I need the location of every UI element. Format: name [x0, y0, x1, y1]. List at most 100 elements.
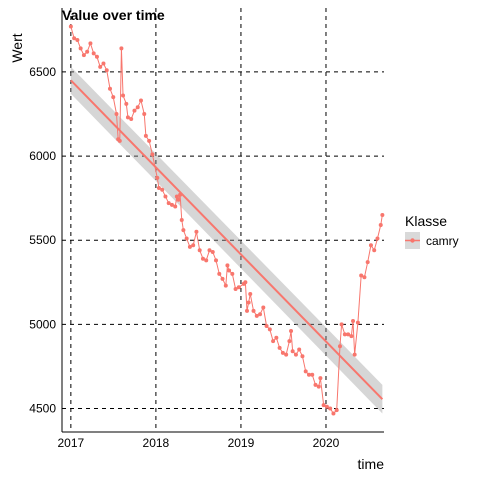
data-point [210, 249, 215, 254]
legend-key-point [410, 238, 415, 243]
data-point [331, 411, 336, 416]
data-point [117, 138, 122, 143]
data-point [334, 408, 339, 413]
legend-label-camry: camry [426, 234, 459, 248]
series-layer [68, 24, 385, 416]
data-point [200, 256, 205, 261]
data-point [176, 197, 181, 202]
y-axis-title: Wert [9, 33, 25, 62]
data-point [274, 335, 279, 340]
data-point [280, 350, 285, 355]
data-point [289, 329, 294, 334]
data-point [174, 194, 179, 199]
data-point [300, 354, 305, 359]
data-point [129, 117, 134, 122]
x-tick-label: 2017 [58, 436, 85, 450]
x-axis-title: time [358, 456, 385, 472]
data-point [147, 138, 152, 143]
data-point [264, 324, 269, 328]
data-point [135, 105, 140, 110]
data-point [163, 194, 168, 199]
y-tick-label: 6000 [29, 149, 56, 163]
data-point [91, 51, 96, 56]
data-point [372, 248, 377, 253]
data-point [378, 223, 383, 228]
data-point [181, 228, 186, 233]
data-point [297, 347, 302, 352]
data-point [339, 322, 344, 327]
data-point [160, 187, 165, 192]
x-tick-label: 2018 [143, 436, 170, 450]
data-point [114, 112, 119, 116]
legend: Klasse camry [405, 213, 459, 249]
data-point [121, 93, 126, 98]
y-tick-label: 4500 [29, 401, 56, 415]
data-point [184, 236, 189, 241]
data-point [204, 258, 209, 263]
data-point [290, 349, 295, 354]
data-point [173, 204, 178, 209]
data-point [254, 313, 259, 318]
data-point [342, 332, 347, 337]
data-point [277, 345, 282, 350]
data-point [258, 312, 263, 317]
legend-title: Klasse [405, 213, 447, 229]
data-point [375, 236, 380, 241]
data-point [236, 285, 241, 290]
data-point [179, 218, 184, 222]
data-point [78, 46, 83, 51]
data-point [88, 41, 93, 46]
y-tick-label: 5000 [29, 317, 56, 331]
data-point [349, 334, 354, 339]
data-point [220, 276, 225, 281]
data-point [124, 101, 129, 106]
data-point [244, 308, 249, 313]
y-tick-labels: 4500 5000 5500 6000 6500 [29, 65, 56, 416]
data-point [328, 406, 333, 411]
data-point [119, 46, 124, 51]
data-point [207, 248, 212, 253]
data-point [321, 403, 326, 408]
data-point [293, 352, 298, 357]
data-point [267, 327, 272, 332]
data-point [75, 37, 80, 42]
trend-line-layer [70, 79, 384, 400]
data-point [81, 53, 86, 58]
data-point [125, 115, 130, 120]
data-point [72, 36, 77, 41]
data-point [306, 372, 311, 377]
x-tick-label: 2020 [313, 436, 340, 450]
data-point [191, 243, 196, 248]
data-point [380, 212, 385, 217]
data-point [223, 283, 228, 288]
data-point [368, 243, 373, 248]
data-point [233, 286, 238, 291]
chart-title: Value over time [62, 7, 165, 23]
gridlines [62, 8, 384, 432]
data-point [94, 54, 99, 59]
data-point [142, 112, 147, 116]
x-tick-labels: 2017 2018 2019 2020 [58, 436, 340, 450]
data-point [101, 61, 106, 66]
data-point [138, 98, 143, 103]
data-point [310, 372, 315, 377]
data-point [166, 201, 171, 206]
data-point [132, 108, 137, 113]
data-point [169, 202, 174, 207]
data-point [68, 24, 73, 29]
data-point [214, 258, 219, 263]
data-point [156, 186, 161, 191]
data-point [316, 384, 321, 389]
data-point [98, 64, 103, 69]
data-point [246, 300, 251, 305]
data-point [85, 49, 90, 54]
y-tick-label: 5500 [29, 233, 56, 247]
data-point [155, 175, 160, 180]
data-point [248, 292, 253, 297]
data-point [251, 308, 256, 313]
data-point [351, 318, 356, 323]
data-point [362, 275, 367, 280]
data-point [261, 305, 266, 310]
data-point [150, 152, 155, 157]
